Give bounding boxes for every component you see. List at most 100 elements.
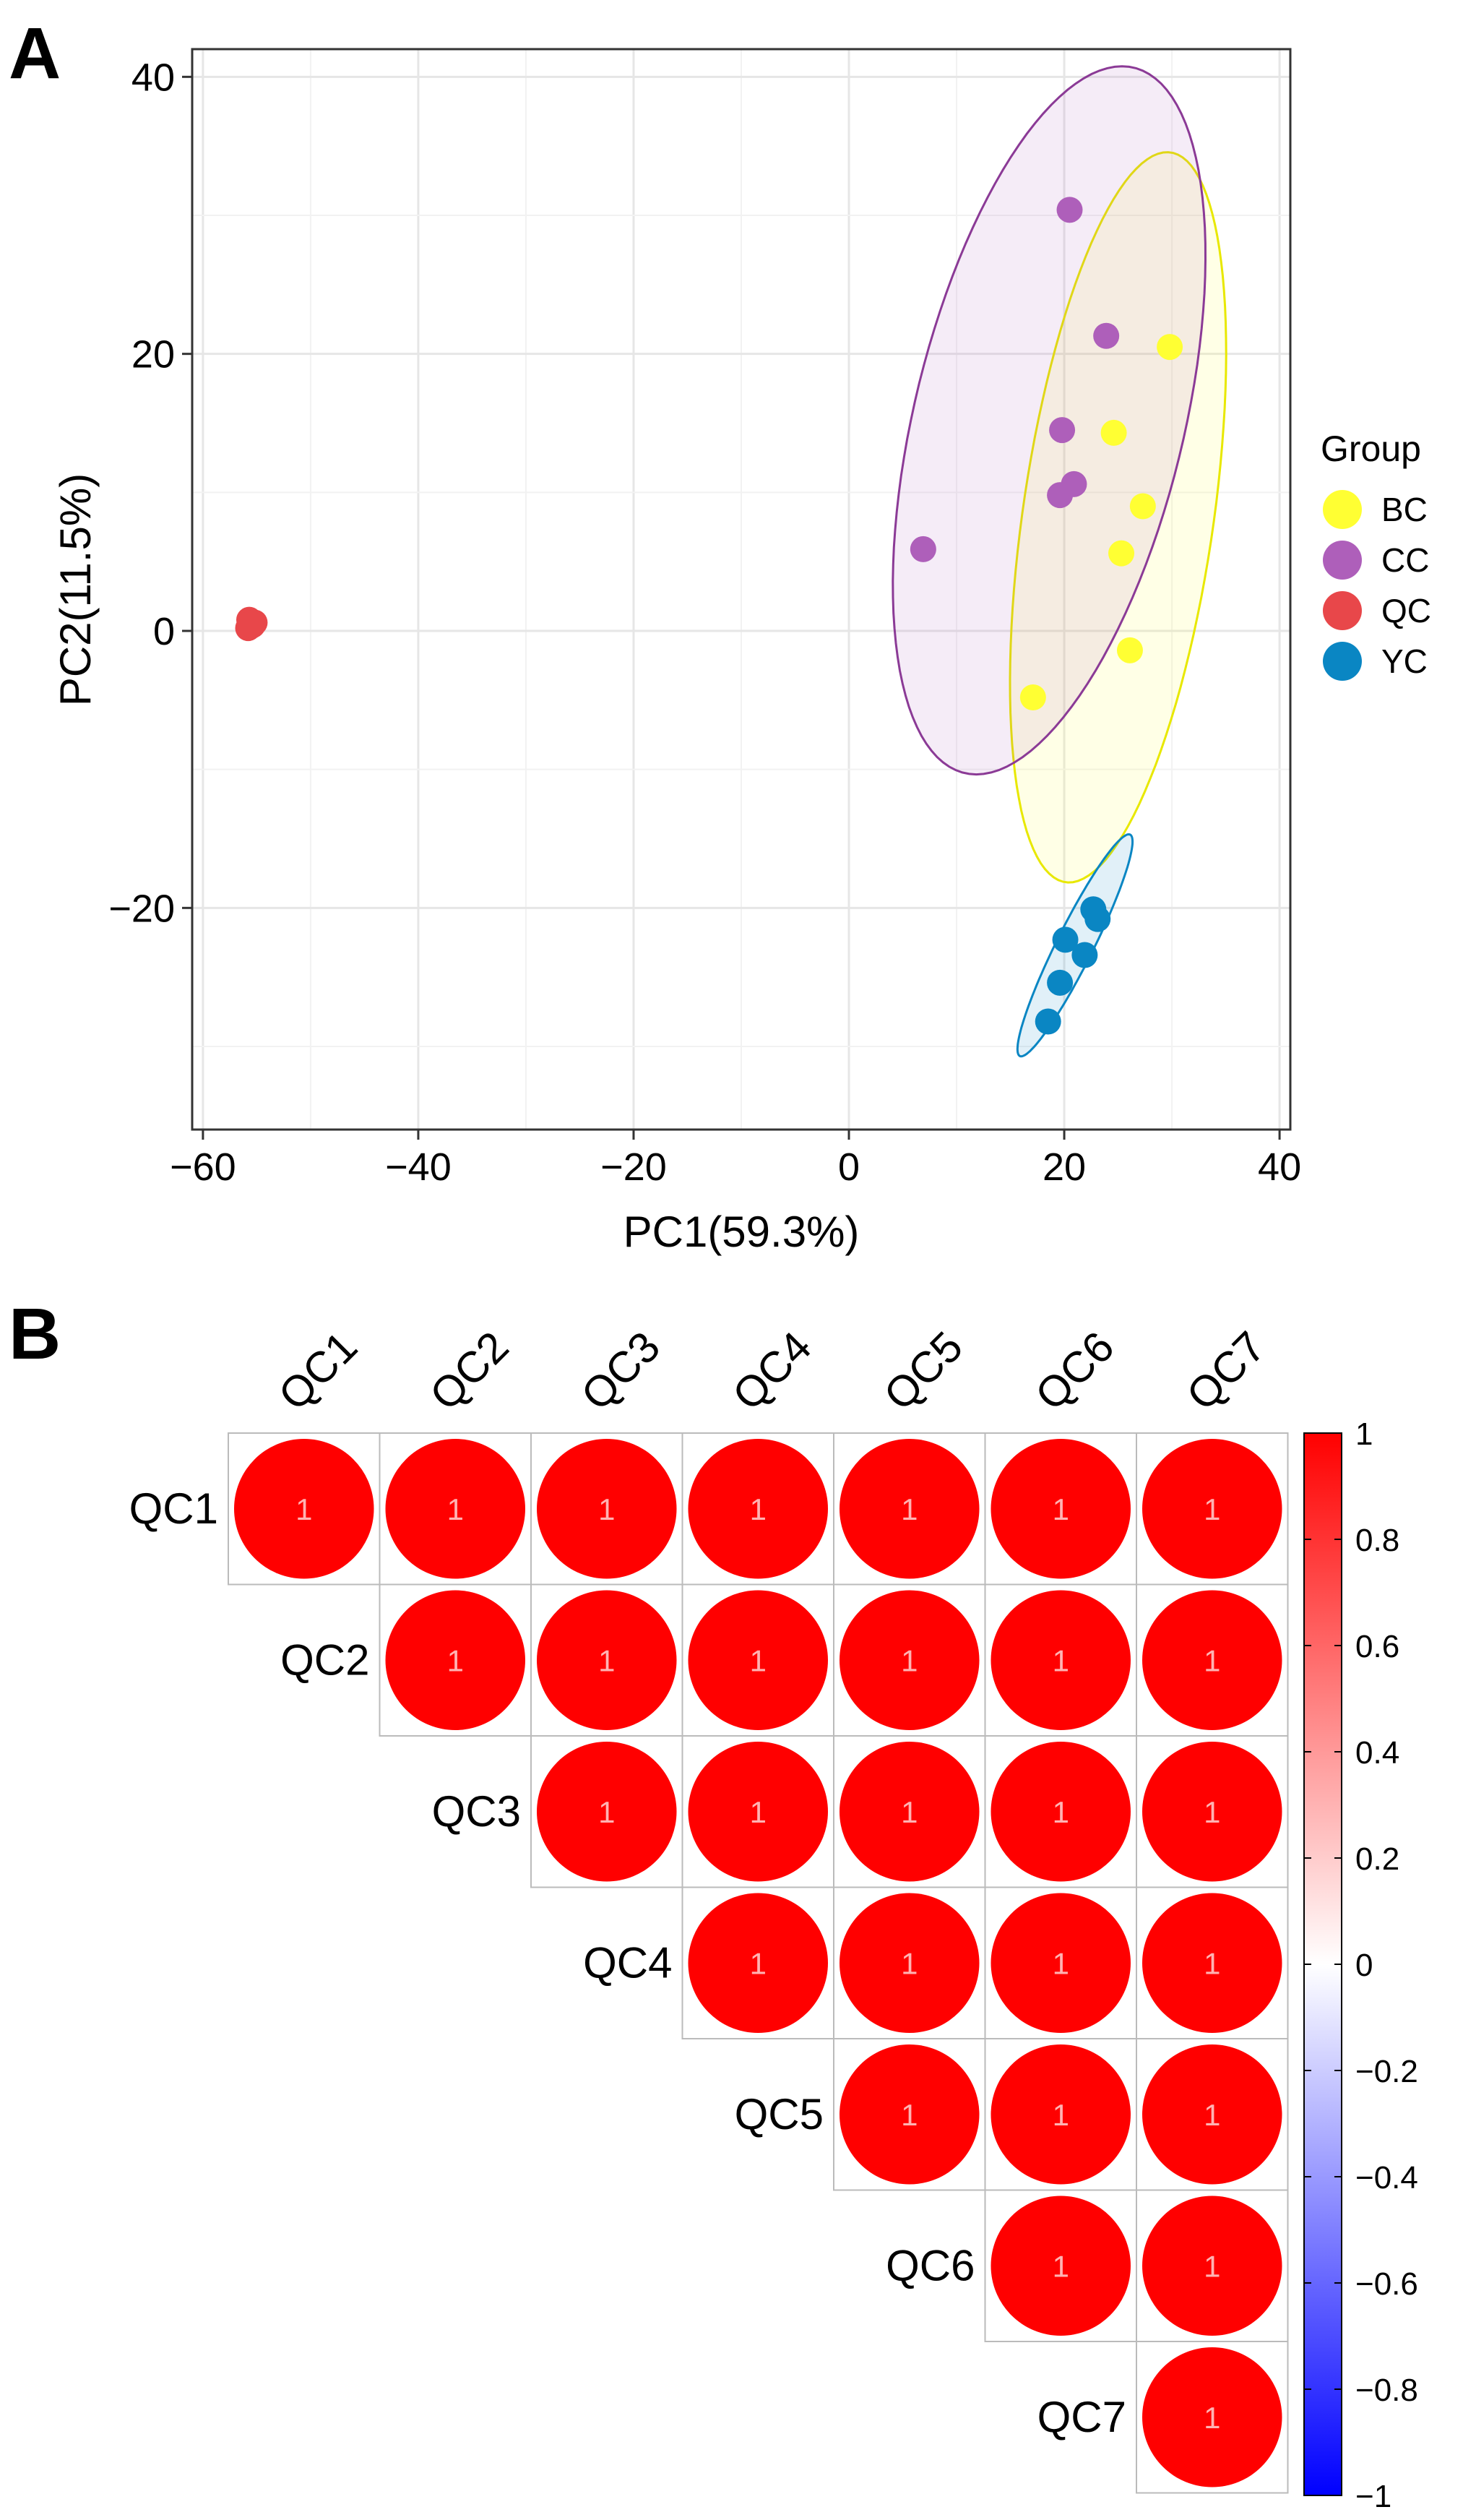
point-CC bbox=[910, 536, 936, 562]
legend-label-YC: YC bbox=[1381, 642, 1428, 680]
colorbar-tick-label: 0.8 bbox=[1355, 1523, 1399, 1558]
colorbar-tick-label: −0.6 bbox=[1355, 2266, 1418, 2302]
correlation-value: 1 bbox=[1053, 1492, 1069, 1526]
correlation-marker bbox=[1142, 1439, 1282, 1579]
correlation-value: 1 bbox=[447, 1643, 464, 1677]
colorbar: 1 0.8 0.6 0.4 0.2 0 −0.2 −0.4 −0.6 −0.8 −1 bbox=[1303, 1416, 1418, 2514]
point-BC bbox=[1129, 493, 1156, 520]
row-label-QC2: QC2 bbox=[280, 1635, 369, 1684]
correlation-value: 1 bbox=[447, 1492, 464, 1526]
legend-key-QC bbox=[1323, 591, 1362, 630]
correlation-matrix: QC1 QC2 QC3 QC4 QC5 QC6 QC7 QC1 QC2 QC3 QC4 QC5 QC6… bbox=[129, 1323, 1418, 2514]
correlation-marker bbox=[991, 1893, 1131, 2033]
col-label-QC5: QC5 bbox=[875, 1323, 972, 1420]
correlation-value: 1 bbox=[901, 1795, 918, 1829]
x-tick-label: 20 bbox=[1043, 1145, 1086, 1189]
colorbar-tick-label: 1 bbox=[1355, 1416, 1373, 1452]
correlation-value: 1 bbox=[1204, 1946, 1220, 1980]
correlation-marker bbox=[840, 1590, 980, 1730]
x-axis-label: PC1(59.3%) bbox=[623, 1208, 860, 1256]
x-tick-label: −20 bbox=[600, 1145, 667, 1189]
point-CC bbox=[1047, 482, 1074, 509]
colorbar-tick-label: −0.8 bbox=[1355, 2373, 1418, 2408]
y-tick-label: 20 bbox=[131, 333, 175, 377]
correlation-marker bbox=[1142, 2044, 1282, 2185]
correlation-value: 1 bbox=[1204, 1795, 1220, 1829]
x-tick-label: 40 bbox=[1258, 1145, 1301, 1189]
legend: Group BC CC QC YC bbox=[1321, 429, 1431, 681]
colorbar-tick-label: 0.6 bbox=[1355, 1629, 1399, 1664]
correlation-marker bbox=[688, 1893, 828, 2033]
correlation-marker bbox=[991, 1439, 1131, 1579]
correlation-value: 1 bbox=[1053, 1643, 1069, 1677]
correlation-marker bbox=[537, 1439, 677, 1579]
correlation-marker bbox=[1142, 2347, 1282, 2487]
correlation-value: 1 bbox=[295, 1492, 312, 1526]
colorbar-tick-label: −0.4 bbox=[1355, 2160, 1418, 2196]
point-YC bbox=[1047, 969, 1074, 996]
x-axis-ticks: −60 −40 −20 0 20 40 bbox=[170, 1130, 1301, 1189]
correlation-value: 1 bbox=[901, 1643, 918, 1677]
correlation-marker bbox=[385, 1590, 525, 1730]
colorbar-tick-label: 0.4 bbox=[1355, 1735, 1399, 1771]
colorbar-tick-label: 0 bbox=[1355, 1948, 1373, 1983]
colorbar-tick-label: −0.2 bbox=[1355, 2054, 1418, 2089]
row-labels: QC1 QC2 QC3 QC4 QC5 QC6 QC7 bbox=[129, 1484, 1126, 2441]
correlation-marker bbox=[688, 1590, 828, 1730]
point-BC bbox=[1108, 540, 1135, 567]
row-label-QC7: QC7 bbox=[1037, 2393, 1126, 2441]
point-BC bbox=[1116, 637, 1143, 663]
plot-border bbox=[191, 48, 1292, 1131]
correlation-value: 1 bbox=[750, 1795, 767, 1829]
row-label-QC1: QC1 bbox=[129, 1484, 218, 1533]
point-CC bbox=[1093, 322, 1120, 349]
col-label-QC3: QC3 bbox=[572, 1323, 670, 1420]
correlation-marker bbox=[991, 2044, 1131, 2185]
correlation-value: 1 bbox=[1204, 1492, 1220, 1526]
correlation-marker bbox=[991, 1590, 1131, 1730]
row-label-QC6: QC6 bbox=[886, 2241, 975, 2289]
colorbar-tick-label: 0.2 bbox=[1355, 1841, 1399, 1877]
point-CC bbox=[1056, 197, 1083, 223]
correlation-marker bbox=[688, 1742, 828, 1882]
correlation-value: 1 bbox=[1204, 2401, 1220, 2435]
correlation-marker bbox=[840, 1742, 980, 1882]
col-label-QC7: QC7 bbox=[1178, 1323, 1275, 1420]
correlation-value: 1 bbox=[1053, 2098, 1069, 2132]
point-BC bbox=[1019, 684, 1046, 710]
x-tick-label: 0 bbox=[838, 1145, 860, 1189]
legend-items: BC CC QC YC bbox=[1323, 490, 1431, 681]
colorbar-ticks: 1 0.8 0.6 0.4 0.2 0 −0.2 −0.4 −0.6 −0.8 −1 bbox=[1304, 1416, 1418, 2514]
correlation-marker bbox=[840, 1439, 980, 1579]
point-BC bbox=[1157, 334, 1183, 361]
correlation-marker bbox=[840, 2044, 980, 2185]
ellipse-CC bbox=[892, 65, 1207, 776]
legend-label-CC: CC bbox=[1381, 541, 1429, 579]
point-YC bbox=[1035, 1008, 1061, 1035]
correlation-marker bbox=[1142, 1590, 1282, 1730]
correlation-marker bbox=[1142, 2196, 1282, 2336]
point-QC bbox=[237, 611, 264, 637]
point-CC bbox=[1049, 417, 1076, 444]
correlation-marker bbox=[1142, 1893, 1282, 2033]
correlation-value: 1 bbox=[901, 1946, 918, 1980]
correlation-value: 1 bbox=[1204, 2249, 1220, 2283]
x-tick-label: −40 bbox=[385, 1145, 452, 1189]
col-label-QC2: QC2 bbox=[420, 1323, 518, 1420]
correlation-value: 1 bbox=[1053, 2249, 1069, 2283]
correlation-marker bbox=[840, 1893, 980, 2033]
correlation-value: 1 bbox=[750, 1492, 767, 1526]
colorbar-tick-label: −1 bbox=[1355, 2479, 1391, 2514]
correlation-marker bbox=[688, 1439, 828, 1579]
correlation-value: 1 bbox=[1204, 2098, 1220, 2132]
legend-key-YC bbox=[1323, 642, 1362, 681]
point-YC bbox=[1084, 906, 1111, 932]
correlation-value: 1 bbox=[750, 1946, 767, 1980]
y-tick-label: 0 bbox=[153, 610, 175, 653]
correlation-value: 1 bbox=[901, 1492, 918, 1526]
legend-label-QC: QC bbox=[1381, 592, 1431, 629]
correlation-marker bbox=[991, 2196, 1131, 2336]
y-axis-ticks: −20 0 20 40 bbox=[108, 56, 192, 930]
point-BC bbox=[1100, 419, 1127, 446]
